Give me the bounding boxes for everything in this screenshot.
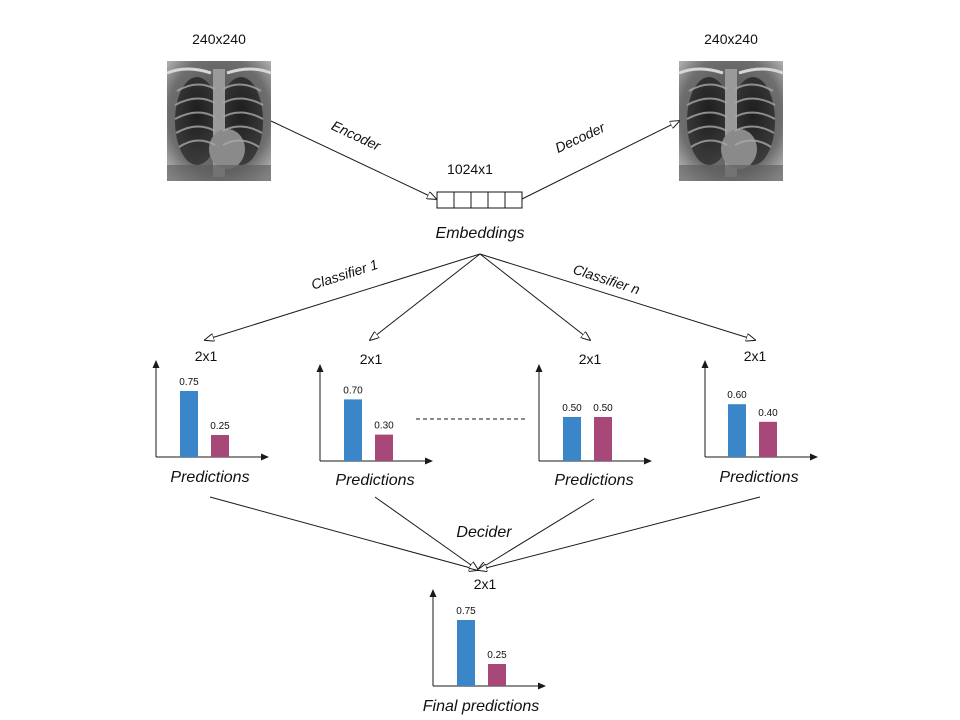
classifier-arrow-3 bbox=[479, 253, 590, 340]
chart-size-label: 2x1 bbox=[360, 351, 383, 367]
chart-size-label: 2x1 bbox=[579, 351, 602, 367]
bar-class-2 bbox=[375, 434, 393, 461]
bar-class-1 bbox=[728, 404, 746, 457]
bar-class-2 bbox=[211, 435, 229, 457]
decider-arrow-2 bbox=[374, 496, 478, 570]
decoder-arrow bbox=[521, 121, 679, 200]
prediction-chart-3: 0.50 0.50 2x1 Predictions bbox=[535, 351, 652, 489]
embeddings-caption: Embeddings bbox=[436, 225, 525, 242]
bar-value-label: 0.25 bbox=[210, 421, 230, 432]
decoder-label: Decoder bbox=[553, 118, 609, 155]
chart-size-label: 2x1 bbox=[195, 348, 218, 364]
bar-value-label: 0.50 bbox=[593, 403, 613, 414]
classifier-arrow-1 bbox=[205, 253, 481, 340]
prediction-chart-1: 0.75 0.25 2x1 Predictions bbox=[152, 348, 269, 486]
classifier-n-label: Classifier n bbox=[571, 261, 642, 298]
decider-arrow-1 bbox=[209, 496, 478, 570]
prediction-chart-4: 0.60 0.40 2x1 Predictions bbox=[701, 348, 818, 486]
chart-size-label: 2x1 bbox=[474, 576, 497, 592]
bar-class-2 bbox=[488, 664, 506, 686]
chart-size-label: 2x1 bbox=[744, 348, 767, 364]
embedding-vector bbox=[436, 191, 523, 209]
classifier-arrow-n bbox=[479, 253, 755, 340]
output-size-label: 240x240 bbox=[704, 31, 758, 47]
bar-class-2 bbox=[759, 421, 777, 457]
bar-value-label: 0.25 bbox=[487, 650, 507, 661]
bar-class-1 bbox=[457, 620, 475, 686]
classifier-1-label: Classifier 1 bbox=[309, 256, 380, 293]
encoder-arrow bbox=[270, 120, 436, 199]
input-size-label: 240x240 bbox=[192, 31, 246, 47]
bar-class-1 bbox=[180, 391, 198, 457]
prediction-chart-2: 0.70 0.30 2x1 Predictions bbox=[316, 351, 433, 489]
bar-value-label: 0.75 bbox=[456, 606, 476, 617]
bar-value-label: 0.75 bbox=[179, 377, 199, 388]
input-xray-image bbox=[165, 59, 273, 183]
bar-value-label: 0.30 bbox=[374, 421, 394, 432]
chart-caption: Predictions bbox=[170, 469, 249, 486]
bar-value-label: 0.60 bbox=[727, 390, 747, 401]
bar-value-label: 0.50 bbox=[562, 403, 582, 414]
decider-arrow-n bbox=[478, 496, 761, 570]
chart-caption: Predictions bbox=[719, 469, 798, 486]
bar-class-1 bbox=[563, 417, 581, 461]
classifier-arrow-2 bbox=[370, 253, 481, 340]
encoder-label: Encoder bbox=[329, 117, 384, 154]
embedding-size-label: 1024x1 bbox=[447, 161, 493, 177]
decider-arrow-3 bbox=[478, 498, 595, 570]
chart-caption: Predictions bbox=[554, 472, 633, 489]
bar-class-1 bbox=[344, 399, 362, 461]
chart-caption: Final predictions bbox=[423, 698, 540, 715]
bar-value-label: 0.40 bbox=[758, 408, 778, 419]
bar-class-2 bbox=[594, 417, 612, 461]
prediction-charts: 0.75 0.25 2x1 Predictions 0.70 0.30 2x1 Predict… bbox=[152, 348, 818, 715]
output-xray-image bbox=[677, 59, 785, 183]
decider-label: Decider bbox=[456, 524, 512, 541]
chart-caption: Predictions bbox=[335, 472, 414, 489]
prediction-chart-5: 0.75 0.25 2x1 Final predictions bbox=[423, 576, 546, 715]
bar-value-label: 0.70 bbox=[343, 385, 363, 396]
